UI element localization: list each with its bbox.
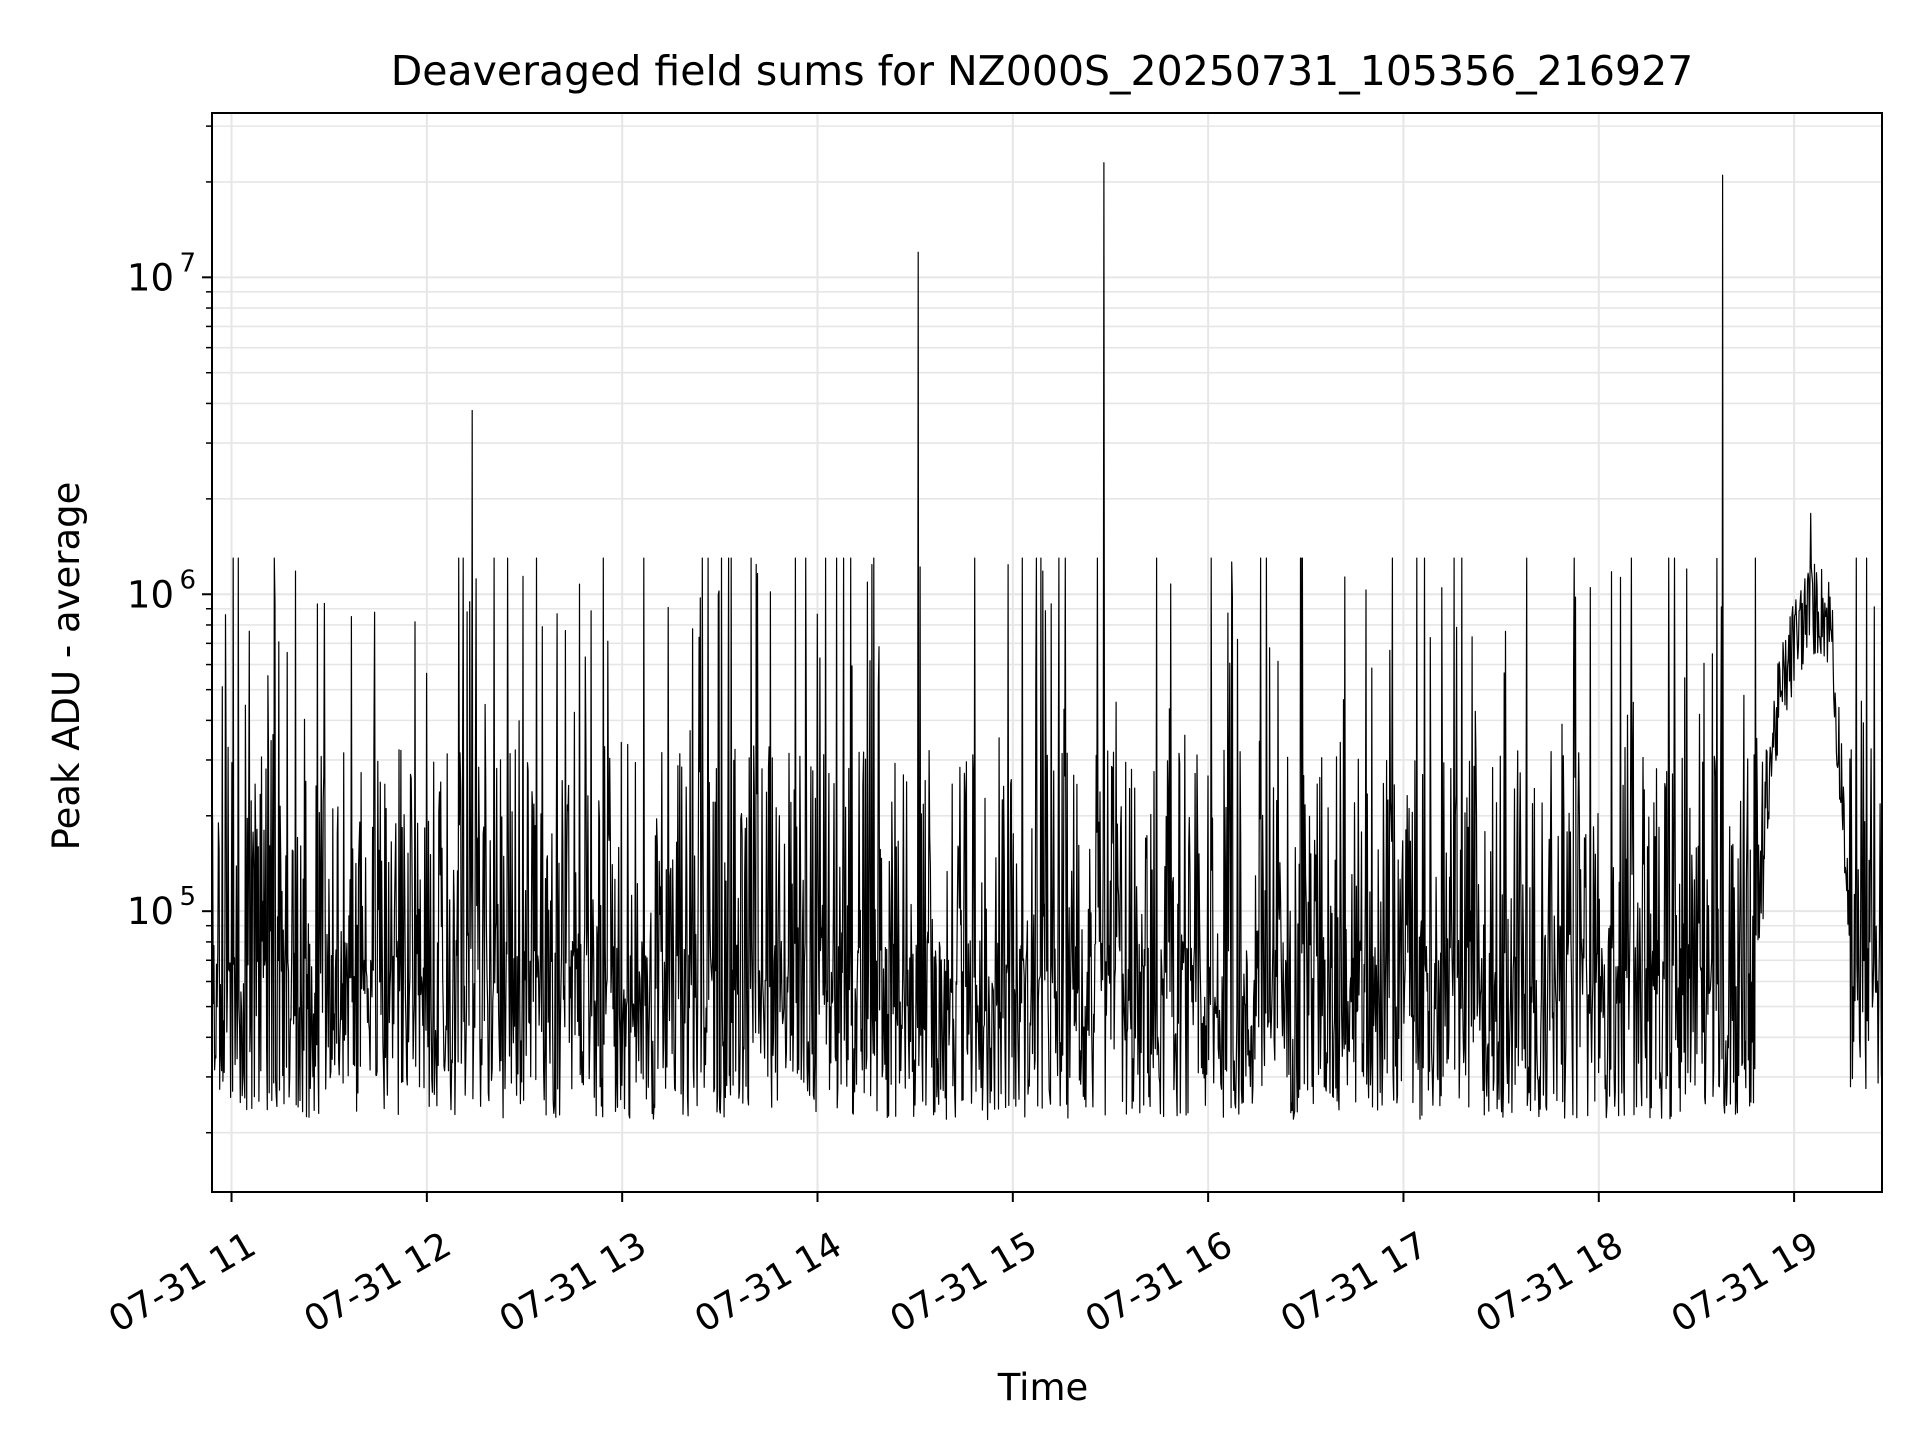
y-tick-exponent: 5 xyxy=(179,882,196,912)
plot-frame xyxy=(211,112,1883,1193)
x-tick-label: 07-31 18 xyxy=(1469,1224,1630,1340)
x-tick-label: 07-31 13 xyxy=(493,1224,654,1340)
x-tick-label: 07-31 16 xyxy=(1079,1224,1240,1340)
y-tick-exponent: 6 xyxy=(179,565,196,595)
x-tick-label: 07-31 17 xyxy=(1274,1224,1435,1340)
y-tick-exponent: 7 xyxy=(179,248,196,278)
x-tick-label: 07-31 12 xyxy=(297,1224,458,1340)
y-axis-label: Peak ADU - average xyxy=(45,482,88,851)
x-tick-label: 07-31 11 xyxy=(102,1224,263,1340)
x-tick-label: 07-31 15 xyxy=(883,1224,1044,1340)
x-tick-label: 07-31 14 xyxy=(688,1224,849,1340)
y-tick-label: 10 xyxy=(127,256,174,299)
y-tick-label: 10 xyxy=(127,573,174,616)
chart-title: Deaveraged field sums for NZ000S_2025073… xyxy=(391,47,1694,95)
x-axis-label: Time xyxy=(997,1366,1089,1409)
series-line xyxy=(211,162,1883,1121)
x-tick-label: 07-31 19 xyxy=(1665,1224,1826,1340)
x-axis: 07-31 11 07-31 12 07-31 13 07-31 14 07-31 15… xyxy=(102,1192,1825,1341)
y-tick-label: 10 xyxy=(127,890,174,933)
series-line-group xyxy=(211,162,1883,1121)
